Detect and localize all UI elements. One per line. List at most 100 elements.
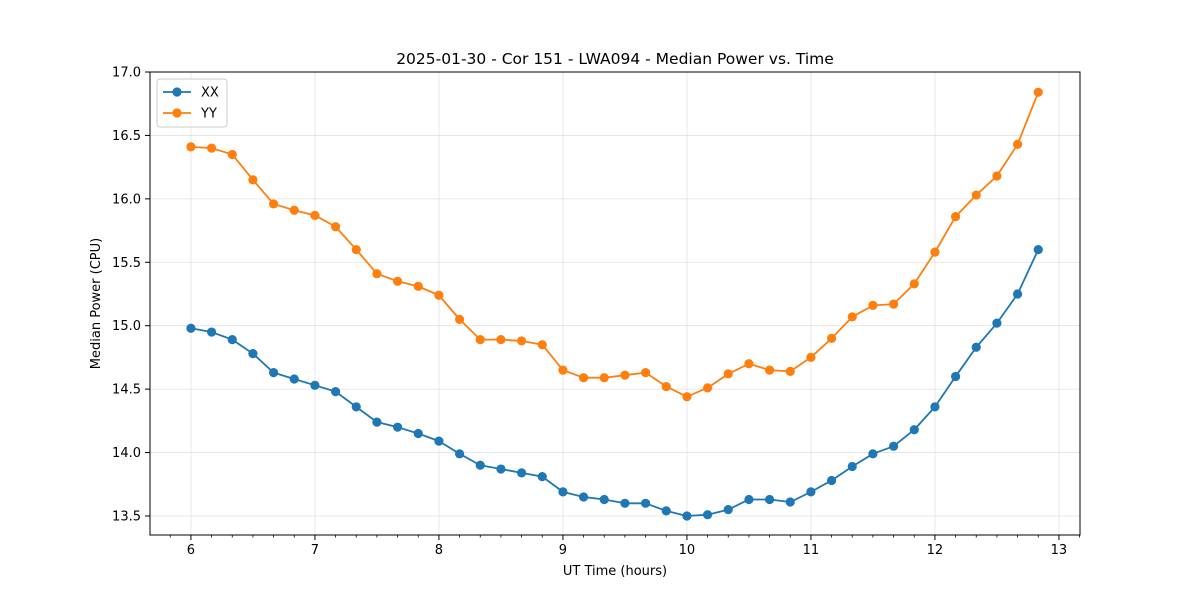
legend-swatch-marker — [172, 87, 182, 97]
data-point-yy — [413, 281, 423, 291]
data-point-xx — [537, 472, 547, 482]
data-point-xx — [723, 505, 733, 515]
data-point-xx — [1012, 289, 1023, 299]
data-point-xx — [330, 387, 341, 397]
data-point-yy — [475, 335, 485, 345]
legend-label: XX — [201, 86, 219, 101]
data-point-yy — [764, 365, 775, 375]
x-tick-label: 8 — [435, 543, 443, 558]
data-point-xx — [227, 335, 237, 345]
grid — [150, 71, 1080, 535]
x-tick-label: 9 — [559, 543, 567, 558]
data-point-xx — [186, 323, 196, 333]
data-point-xx — [578, 492, 589, 502]
data-point-xx — [930, 402, 940, 412]
ticks: 6 7 8 9 10 11 12 13 13.5 14.0 14.5 15.0 15.5 16.0 16.5… — [112, 66, 1080, 558]
data-point-yy — [888, 299, 899, 309]
data-point-yy — [1012, 139, 1023, 149]
data-point-xx — [620, 498, 630, 508]
data-point-xx — [372, 417, 382, 427]
data-point-yy — [620, 370, 630, 380]
data-point-yy — [826, 333, 837, 343]
data-point-yy — [392, 276, 403, 286]
data-point-yy — [640, 368, 651, 378]
x-tick-label: 6 — [187, 543, 195, 558]
data-point-yy — [227, 149, 237, 160]
data-point-xx — [826, 475, 837, 486]
data-point-xx — [992, 318, 1002, 328]
data-point-yy — [847, 312, 857, 322]
data-point-yy — [744, 359, 754, 369]
data-point-yy — [537, 340, 547, 350]
data-point-yy — [496, 335, 506, 345]
data-point-yy — [971, 190, 981, 200]
data-point-yy — [785, 366, 795, 376]
data-point-yy — [558, 365, 568, 375]
data-point-yy — [682, 392, 692, 402]
y-tick-label: 14.5 — [112, 383, 141, 398]
data-point-yy — [372, 269, 382, 279]
data-point-yy — [578, 373, 589, 383]
data-point-xx — [454, 449, 465, 459]
data-point-xx — [248, 349, 258, 359]
data-point-xx — [950, 371, 961, 382]
data-point-yy — [351, 244, 361, 255]
data-point-xx — [310, 380, 320, 390]
data-point-yy — [723, 369, 733, 379]
data-point-xx — [909, 425, 919, 435]
y-tick-label: 15.5 — [112, 256, 141, 271]
data-point-yy — [206, 143, 217, 153]
data-point-yy — [930, 247, 940, 257]
data-point-yy — [702, 383, 713, 393]
data-point-xx — [1033, 244, 1043, 255]
data-point-xx — [558, 487, 568, 497]
y-tick-label: 14.0 — [112, 446, 141, 461]
legend: XX YY — [156, 78, 228, 128]
y-tick-label: 13.5 — [112, 509, 141, 524]
data-point-xx — [289, 374, 299, 384]
data-point-xx — [413, 428, 423, 439]
data-point-yy — [661, 381, 671, 392]
data-point-yy — [186, 142, 196, 152]
data-point-xx — [434, 436, 444, 446]
data-point-yy — [248, 175, 258, 185]
data-point-yy — [454, 314, 465, 324]
data-point-xx — [702, 510, 713, 520]
data-point-xx — [785, 497, 795, 507]
data-point-yy — [950, 212, 961, 222]
data-point-yy — [434, 290, 444, 300]
x-axis-label: UT Time (hours) — [563, 564, 667, 579]
y-tick-label: 16.5 — [112, 129, 141, 144]
legend-swatch-marker — [172, 108, 182, 118]
data-point-yy — [516, 336, 527, 346]
series-yy — [186, 87, 1043, 402]
data-point-yy — [1033, 87, 1043, 97]
chart-title: 2025-01-30 - Cor 151 - LWA094 - Median P… — [396, 50, 834, 68]
data-point-yy — [289, 205, 299, 215]
data-point-xx — [806, 487, 816, 497]
y-axis-label: Median Power (CPU) — [89, 238, 104, 369]
data-point-xx — [351, 402, 361, 412]
data-point-yy — [909, 279, 919, 289]
x-tick-label: 10 — [679, 543, 696, 558]
data-point-xx — [682, 511, 692, 521]
data-point-yy — [310, 210, 320, 220]
x-tick-label: 7 — [311, 543, 319, 558]
data-point-xx — [868, 449, 878, 459]
x-tick-label: 12 — [927, 543, 944, 558]
legend-label: YY — [200, 107, 217, 122]
data-point-yy — [806, 352, 816, 363]
plot-frame — [149, 71, 1081, 536]
y-tick-label: 15.0 — [112, 319, 141, 334]
data-point-xx — [268, 368, 279, 378]
x-tick-label: 13 — [1051, 543, 1068, 558]
data-point-yy — [599, 373, 609, 383]
data-point-yy — [330, 222, 341, 232]
data-point-xx — [496, 464, 506, 474]
data-point-xx — [516, 468, 527, 478]
data-point-xx — [599, 494, 609, 505]
data-point-xx — [392, 422, 403, 432]
series-xx — [186, 244, 1043, 521]
series-layer — [186, 87, 1043, 521]
